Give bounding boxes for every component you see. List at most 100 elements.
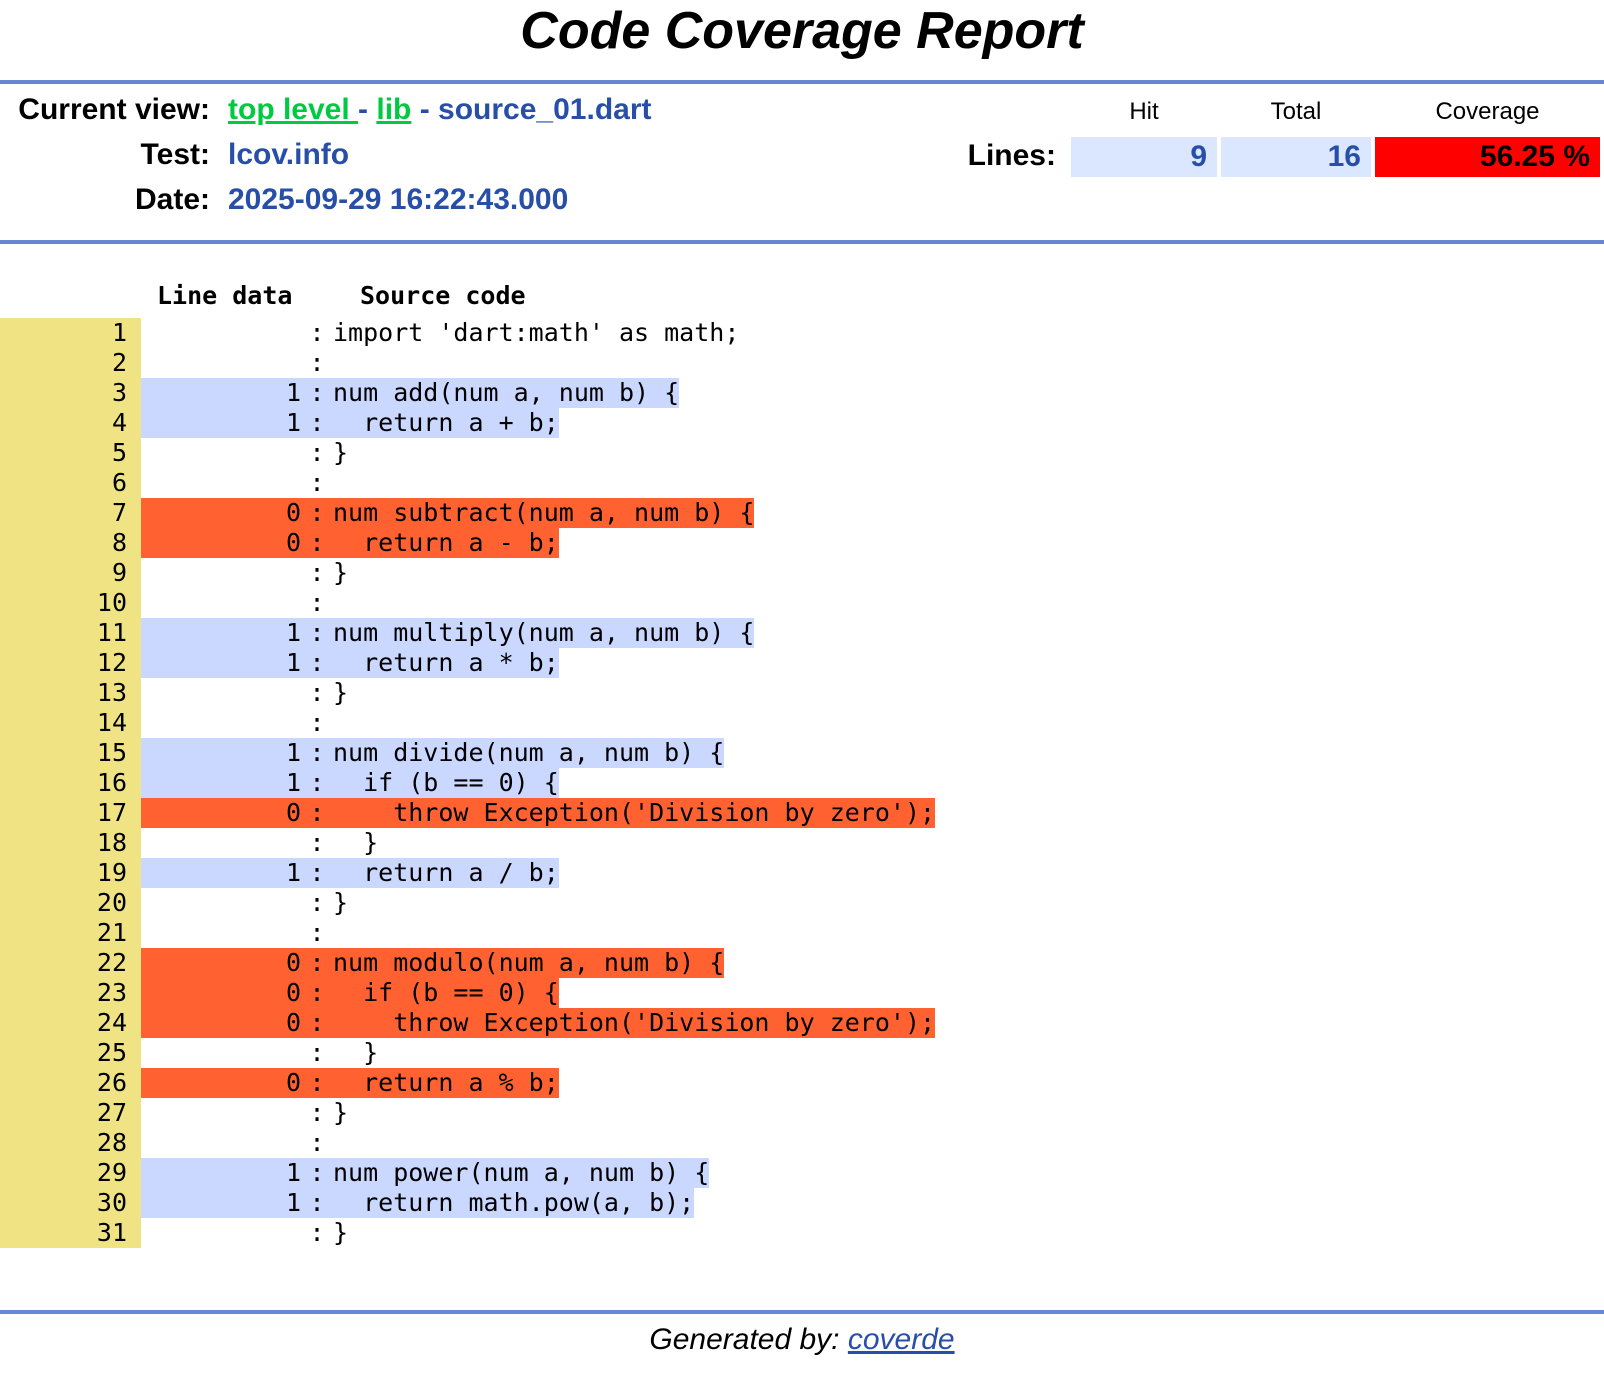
line-coverage-miss: 0: num modulo(num a, num b) {: [141, 948, 725, 978]
source-code-text: }: [333, 558, 349, 587]
breadcrumb-lib-link[interactable]: lib: [376, 93, 412, 126]
line-separator: :: [309, 858, 325, 887]
line-coverage-none: :: [141, 918, 333, 948]
line-number: 17: [0, 798, 141, 828]
footer: Generated by: coverde: [0, 1322, 1604, 1358]
line-separator: :: [309, 468, 325, 497]
line-coverage-none: : import 'dart:math' as math;: [141, 318, 739, 348]
source-code-text: import 'dart:math' as math;: [333, 318, 740, 347]
line-separator: :: [309, 318, 325, 347]
line-coverage-hit: 1: num divide(num a, num b) {: [141, 738, 725, 768]
source-code-text: throw Exception('Division by zero');: [333, 798, 936, 827]
line-separator: :: [309, 378, 325, 407]
line-number: 13: [0, 678, 141, 708]
line-number: 10: [0, 588, 141, 618]
line-number: 20: [0, 888, 141, 918]
line-separator: :: [309, 528, 325, 557]
source-code-text: }: [333, 1098, 349, 1127]
hit-count: 1: [285, 1188, 301, 1217]
line-separator: :: [309, 738, 325, 767]
hit-count: 1: [285, 738, 301, 767]
line-number: 25: [0, 1038, 141, 1068]
line-separator: :: [309, 588, 325, 617]
breadcrumb-current-file: source_01.dart: [438, 93, 652, 126]
line-number: 7: [0, 498, 141, 528]
line-coverage-hit: 1: num multiply(num a, num b) {: [141, 618, 755, 648]
line-separator: :: [309, 1128, 325, 1157]
breadcrumb-top-level-link[interactable]: top level: [228, 93, 359, 126]
line-number: 21: [0, 918, 141, 948]
source-code-text: num multiply(num a, num b) {: [333, 618, 755, 647]
line-coverage-none: :: [141, 708, 333, 738]
date-value: 2025-09-29 16:22:43.000: [228, 183, 569, 216]
breadcrumb-separator: -: [411, 93, 439, 126]
line-number: 5: [0, 438, 141, 468]
hit-count: 0: [285, 1068, 301, 1097]
hit-count: 1: [285, 768, 301, 797]
line-number: 4: [0, 408, 141, 438]
line-separator: :: [309, 1068, 325, 1097]
date-label: Date:: [134, 183, 210, 216]
line-number: 12: [0, 648, 141, 678]
line-coverage-miss: 0: return a - b;: [141, 528, 559, 558]
coverde-link[interactable]: coverde: [847, 1323, 955, 1356]
source-code-text: }: [333, 1218, 349, 1247]
footer-prefix: Generated by:: [649, 1323, 848, 1356]
header-bottom-rule: [0, 240, 1604, 244]
line-coverage-none: :}: [141, 1218, 348, 1248]
line-number: 14: [0, 708, 141, 738]
line-separator: :: [309, 798, 325, 827]
line-number: 1: [0, 318, 141, 348]
source-code-text: num modulo(num a, num b) {: [333, 948, 725, 977]
line-number: 6: [0, 468, 141, 498]
line-separator: :: [309, 948, 325, 977]
line-separator: :: [309, 1008, 325, 1037]
line-coverage-none: :}: [141, 558, 348, 588]
hit-count: 0: [285, 948, 301, 977]
line-coverage-miss: 0: if (b == 0) {: [141, 978, 559, 1008]
line-number: 27: [0, 1098, 141, 1128]
line-number: 29: [0, 1158, 141, 1188]
line-coverage-none: :: [141, 588, 333, 618]
line-coverage-none: :: [141, 348, 333, 378]
line-coverage-hit: 1: num power(num a, num b) {: [141, 1158, 710, 1188]
total-column-header: Total: [1270, 98, 1322, 125]
hit-count: 0: [285, 1008, 301, 1037]
line-coverage-none: :}: [141, 1098, 348, 1128]
lines-hit-value: 9: [1071, 137, 1217, 177]
source-code-text: return a % b;: [333, 1068, 559, 1097]
line-number: 15: [0, 738, 141, 768]
line-separator: :: [309, 1038, 325, 1067]
source-code-text: num subtract(num a, num b) {: [333, 498, 755, 527]
line-coverage-none: :: [141, 1128, 333, 1158]
line-separator: :: [309, 1218, 325, 1247]
hit-count: 1: [285, 648, 301, 677]
lines-total-value: 16: [1221, 137, 1371, 177]
line-coverage-none: :: [141, 468, 333, 498]
line-number: 26: [0, 1068, 141, 1098]
hit-count: 0: [285, 798, 301, 827]
source-code-text: return a * b;: [333, 648, 559, 677]
line-separator: :: [309, 648, 325, 677]
hit-count: 0: [285, 978, 301, 1007]
line-coverage-none: :}: [141, 438, 348, 468]
source-code-text: }: [333, 678, 349, 707]
line-coverage-hit: 1: return math.pow(a, b);: [141, 1188, 695, 1218]
breadcrumb-separator: -: [358, 93, 377, 126]
line-separator: :: [309, 1188, 325, 1217]
line-separator: :: [309, 918, 325, 947]
line-coverage-miss: 0: num subtract(num a, num b) {: [141, 498, 755, 528]
line-number: 8: [0, 528, 141, 558]
line-separator: :: [309, 678, 325, 707]
line-separator: :: [309, 1158, 325, 1187]
hit-count: 1: [285, 618, 301, 647]
hit-count: 0: [285, 498, 301, 527]
top-rule: [0, 80, 1604, 84]
line-separator: :: [309, 708, 325, 737]
line-separator: :: [309, 408, 325, 437]
source-code-text: num divide(num a, num b) {: [333, 738, 725, 767]
source-code-text: if (b == 0) {: [333, 768, 559, 797]
line-number: 31: [0, 1218, 141, 1248]
line-number: 18: [0, 828, 141, 858]
line-number: 11: [0, 618, 141, 648]
